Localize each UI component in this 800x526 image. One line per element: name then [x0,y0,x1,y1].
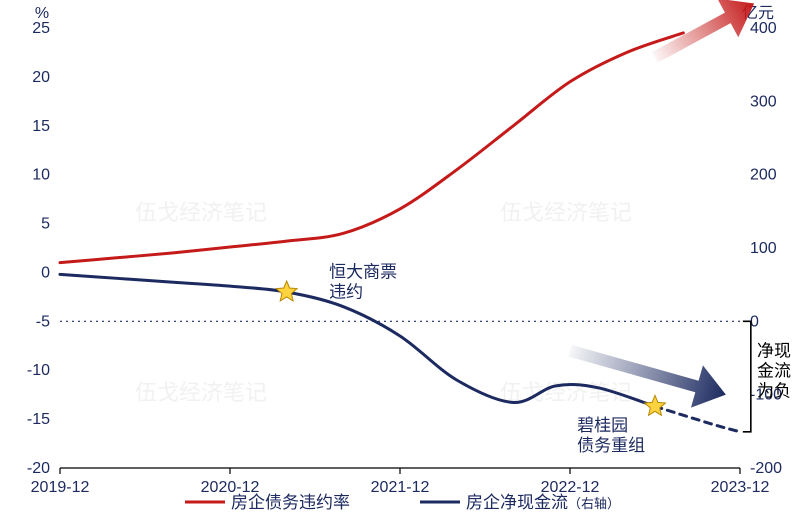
y-left-tick: -20 [27,460,50,477]
y-left-tick: 20 [32,69,50,86]
annotation-countrygarden: 债务重组 [577,436,645,455]
bracket-label: 金流 [757,362,791,381]
bracket [743,321,751,431]
y-left-tick: -15 [27,411,50,428]
chart-container: { "canvas":{"width":800,"height":526}, "… [0,0,800,526]
watermark: 伍戈经济笔记 [135,380,267,405]
bracket-label: 净现 [757,342,791,361]
y-right-tick: 200 [750,167,777,184]
y-left-tick: -10 [27,362,50,379]
y-left-tick: 15 [32,118,50,135]
annotation-countrygarden: 碧桂园 [577,416,628,435]
y-left-tick: 5 [41,216,50,233]
star-evergrande [276,281,297,301]
y-right-tick: 400 [750,20,777,37]
y-right-tick: -200 [750,460,782,477]
watermark: 伍戈经济笔记 [135,200,267,225]
y-left-tick: -5 [36,313,50,330]
y-left-tick: 25 [32,20,50,37]
x-tick-label: 2023-12 [711,479,770,496]
annotation-evergrande: 恒大商票 [329,262,397,281]
y-right-tick: 100 [750,240,777,257]
chart-svg: 伍戈经济笔记伍戈经济笔记伍戈经济笔记伍戈经济笔记%亿元-20-15-10-505… [0,0,800,526]
star-countrygarden [645,395,666,415]
series-default_rate [60,33,683,263]
x-tick-label: 2021-12 [371,479,430,496]
y-left-tick: 10 [32,167,50,184]
legend-label: 房企债务违约率 [231,493,350,512]
legend-suffix: （右轴） [568,496,620,511]
legend-label: 房企净现金流 [466,493,568,512]
x-tick-label: 2019-12 [31,479,90,496]
watermark: 伍戈经济笔记 [500,200,632,225]
bracket-label: 为负 [757,382,791,401]
series-net_cashflow_proj [655,406,740,431]
annotation-evergrande: 违约 [329,282,363,301]
y-right-tick: 300 [750,93,777,110]
y-left-tick: 0 [41,264,50,281]
